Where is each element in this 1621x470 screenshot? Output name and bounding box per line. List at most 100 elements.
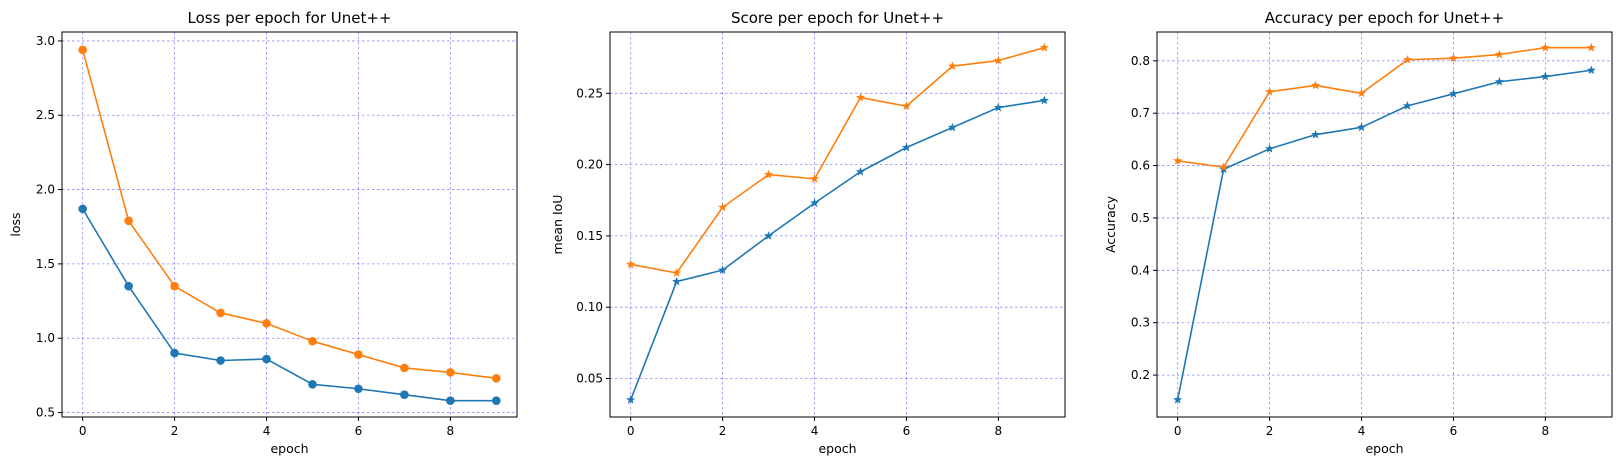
- data-point: [947, 122, 957, 132]
- data-point: [216, 308, 225, 318]
- data-point: [78, 204, 87, 214]
- data-point: [492, 396, 501, 405]
- series-line-1: [1176, 69, 1592, 400]
- x-tick-label: 4: [811, 424, 819, 438]
- x-tick-label: 6: [1450, 424, 1458, 438]
- x-axis-label: epoch: [818, 441, 856, 456]
- data-point: [78, 45, 87, 55]
- x-tick-label: 8: [1542, 424, 1550, 438]
- data-point: [354, 384, 363, 394]
- chart-title: Loss per epoch for Unet++: [188, 9, 392, 27]
- data-point: [170, 281, 179, 291]
- y-tick-label: 1.5: [36, 257, 55, 271]
- data-point: [354, 350, 363, 359]
- y-axis-label: Accuracy: [1103, 195, 1118, 253]
- x-axis-label: epoch: [1365, 441, 1403, 456]
- x-tick-label: 6: [903, 424, 911, 438]
- x-tick-label: 0: [627, 424, 635, 438]
- plot-frame: [609, 31, 1066, 418]
- data-point: [1039, 95, 1049, 105]
- data-point: [1173, 394, 1183, 404]
- data-point: [993, 102, 1003, 112]
- data-point: [1039, 42, 1049, 52]
- x-tick-label: 6: [355, 424, 363, 438]
- data-point: [626, 259, 636, 269]
- data-point: [492, 374, 501, 383]
- y-tick-label: 0.2: [1131, 368, 1150, 382]
- data-point: [1586, 42, 1596, 52]
- data-point: [308, 336, 317, 346]
- data-point: [262, 354, 271, 364]
- data-point: [809, 174, 820, 183]
- data-point: [1311, 80, 1321, 90]
- y-tick-label: 0.7: [1131, 106, 1150, 120]
- data-point: [1494, 49, 1504, 59]
- data-point: [855, 166, 866, 176]
- data-point: [124, 281, 133, 291]
- x-tick-label: 4: [1358, 424, 1366, 438]
- y-tick-label: 3.0: [36, 34, 55, 48]
- y-tick-label: 0.10: [576, 300, 603, 314]
- series-line-2: [81, 49, 497, 380]
- data-point: [809, 198, 820, 207]
- x-tick-label: 8: [995, 424, 1003, 438]
- data-point: [170, 348, 179, 358]
- chart-title: Accuracy per epoch for Unet++: [1265, 9, 1505, 27]
- data-point: [718, 202, 728, 212]
- x-tick-label: 2: [171, 424, 179, 438]
- data-point: [1219, 162, 1229, 172]
- y-axis-label: mean IoU: [550, 195, 565, 255]
- y-tick-label: 0.5: [36, 406, 55, 420]
- data-point: [446, 368, 455, 377]
- x-axis-label: epoch: [270, 441, 308, 456]
- data-point: [1265, 86, 1275, 96]
- y-tick-label: 0.4: [1131, 263, 1150, 277]
- x-tick-label: 2: [1266, 424, 1274, 438]
- y-tick-label: 0.8: [1131, 54, 1150, 68]
- y-axis-label: loss: [8, 212, 23, 236]
- series-line-1: [629, 99, 1045, 401]
- data-point: [124, 216, 133, 226]
- chart-panel-1: 0 2 4 6 8 0.5 1.0 1.5 2.0 2.5 3.0 Loss per epoch fo…: [8, 9, 518, 456]
- y-tick-label: 0.6: [1131, 159, 1150, 173]
- chart-panel-2: 0 2 4 6 8 0.05 0.10 0.15 0.20 0.25 Score per epoch…: [550, 9, 1066, 456]
- chart-title: Score per epoch for Unet++: [731, 9, 944, 27]
- chart-panel-3: 0 2 4 6 8 0.2 0.3 0.4 0.5 0.6 0.7 0.8 Accuracy per e…: [1103, 9, 1613, 456]
- data-point: [1173, 156, 1183, 165]
- plot-frame: [61, 31, 518, 418]
- data-point: [901, 142, 911, 152]
- y-tick-label: 2.5: [36, 108, 55, 122]
- y-tick-label: 2.0: [36, 183, 55, 197]
- data-point: [1448, 53, 1458, 63]
- y-tick-label: 1.0: [36, 331, 55, 345]
- data-point: [1311, 129, 1321, 139]
- y-tick-label: 0.3: [1131, 316, 1150, 330]
- data-point: [1402, 54, 1413, 64]
- data-point: [855, 92, 866, 102]
- y-tick-label: 0.25: [576, 86, 603, 100]
- data-point: [446, 396, 455, 405]
- x-tick-label: 0: [79, 424, 87, 438]
- data-point: [216, 356, 225, 365]
- data-point: [764, 169, 774, 179]
- y-tick-label: 0.20: [576, 158, 603, 172]
- data-point: [308, 379, 317, 389]
- data-point: [1494, 76, 1504, 86]
- data-point: [262, 319, 271, 328]
- data-point: [626, 395, 636, 404]
- data-point: [1540, 71, 1550, 81]
- y-tick-label: 0.15: [576, 229, 603, 243]
- data-point: [764, 231, 774, 240]
- plot-frame: [1156, 31, 1613, 418]
- x-tick-label: 0: [1174, 424, 1182, 438]
- data-point: [400, 390, 409, 400]
- data-point: [1540, 42, 1550, 52]
- data-point: [1356, 122, 1367, 132]
- data-point: [901, 101, 911, 111]
- series-line-2: [630, 46, 1045, 274]
- data-point: [718, 265, 728, 275]
- data-point: [400, 363, 409, 373]
- data-point: [1448, 89, 1458, 98]
- x-tick-label: 2: [719, 424, 727, 438]
